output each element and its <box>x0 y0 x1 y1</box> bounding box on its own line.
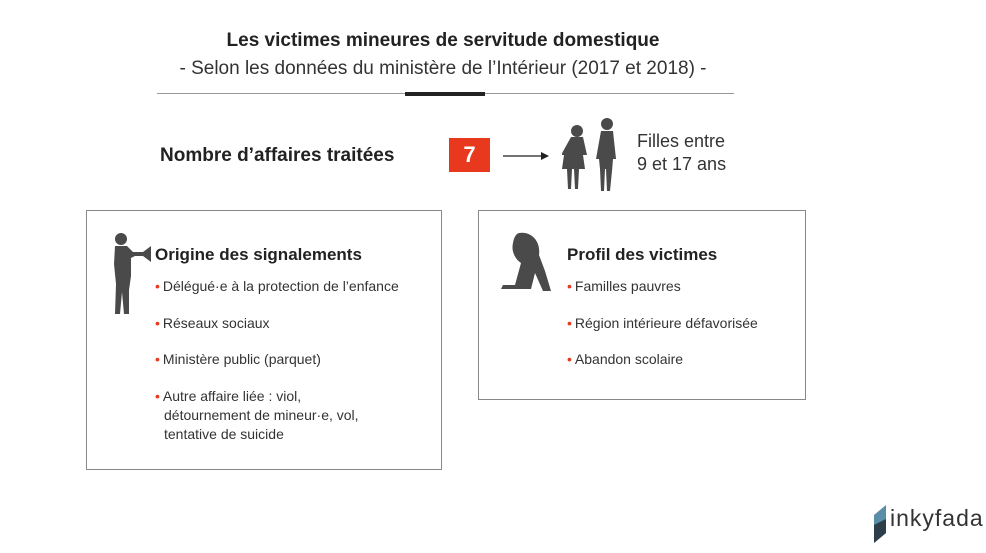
list-item: • Familles pauvres <box>567 278 681 294</box>
count-label: Nombre d’affaires traitées <box>160 145 395 166</box>
profile-title: Profil des victimes <box>567 245 718 264</box>
brand-name: inkyfada <box>890 505 984 531</box>
victims-description: Filles entre 9 et 17 ans <box>637 130 726 176</box>
list-item: • Réseaux sociaux <box>155 315 270 331</box>
sitting-girl-silhouette-icon <box>501 232 551 291</box>
divider-accent <box>405 92 485 96</box>
arrow-right-icon <box>503 152 549 160</box>
profile-panel: Profil des victimes • Familles pauvres • R… <box>478 210 806 400</box>
list-item: • Région intérieure défavorisée <box>567 315 758 331</box>
subtitle: - Selon les données du ministère de l’In… <box>179 58 707 79</box>
count-value: 7 <box>449 138 490 172</box>
origin-panel: Origine des signalements • Délégué·e à la… <box>86 210 442 470</box>
description-line: 9 et 17 ans <box>637 154 727 174</box>
list-item: • Abandon scolaire <box>567 351 684 367</box>
list-item: • Délégué·e à la protection de l’enfance <box>155 278 399 294</box>
list-item: • Autre affaire liée : viol, détournement … <box>155 388 359 442</box>
description-line: Filles entre <box>637 131 726 151</box>
origin-title: Origine des signalements <box>155 245 362 264</box>
two-girls-silhouette-icon <box>562 118 616 191</box>
list-item: • Ministère public (parquet) <box>155 351 321 367</box>
title: Les victimes mineures de servitude domes… <box>226 30 660 51</box>
person-megaphone-icon <box>114 233 151 314</box>
inkyfada-logo-icon <box>874 505 886 543</box>
